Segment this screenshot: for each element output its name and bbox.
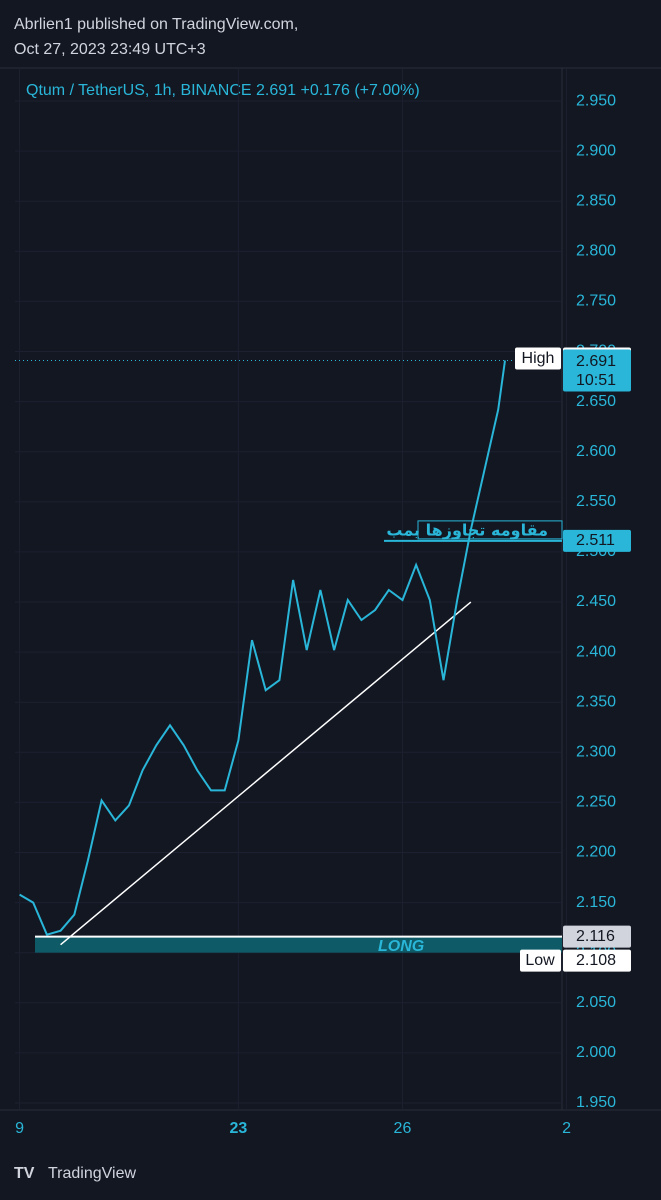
x-tick-label: 23 bbox=[229, 1120, 247, 1137]
high-tag bbox=[515, 347, 561, 370]
countdown: 10:51 bbox=[576, 372, 616, 389]
resistance-value: 2.511 bbox=[576, 532, 615, 549]
y-tick-label: 2.750 bbox=[576, 293, 616, 310]
y-tick-label: 2.950 bbox=[576, 92, 616, 109]
last-price-box bbox=[563, 349, 631, 392]
y-tick-label: 2.800 bbox=[576, 243, 616, 260]
low-tag bbox=[520, 949, 561, 972]
y-tick-label: 2.050 bbox=[576, 994, 616, 1011]
y-tick-label: 2.150 bbox=[576, 894, 616, 911]
y-tick-label: 2.900 bbox=[576, 142, 616, 159]
resistance-label: مقاومه تجاوزها يمب bbox=[386, 520, 548, 539]
y-tick-label: 2.600 bbox=[576, 443, 616, 460]
y-tick-label: 2.300 bbox=[576, 744, 616, 761]
resistance-value-box bbox=[563, 529, 631, 552]
y-tick-label: 2.850 bbox=[576, 192, 616, 209]
low-value: 2.108 bbox=[576, 952, 616, 969]
y-tick-label: 2.650 bbox=[576, 393, 616, 410]
y-tick-label: 2.350 bbox=[576, 693, 616, 710]
logo: TV bbox=[14, 1165, 35, 1182]
chart-title: Qtum / TetherUS, 1h, BINANCE 2.691 +0.17… bbox=[26, 82, 420, 99]
x-tick-label: 9 bbox=[15, 1120, 24, 1137]
y-tick-label: 2.550 bbox=[576, 493, 616, 510]
y-tick-label: 1.950 bbox=[576, 1094, 616, 1111]
price-line bbox=[19, 360, 506, 936]
y-tick-label: 2.400 bbox=[576, 643, 616, 660]
low-label: Low bbox=[525, 952, 555, 969]
x-tick-label: 26 bbox=[394, 1120, 412, 1137]
low-value-box bbox=[563, 949, 631, 972]
long-label: LONG bbox=[378, 938, 424, 955]
resistance-box bbox=[417, 520, 563, 540]
trendline bbox=[60, 601, 472, 946]
long-value: 2.116 bbox=[576, 928, 615, 945]
publish-date: Oct 27, 2023 23:49 UTC+3 bbox=[14, 41, 206, 58]
high-label: High bbox=[522, 350, 555, 367]
long-value-box bbox=[563, 925, 631, 948]
y-tick-label: 2.250 bbox=[576, 794, 616, 811]
y-tick-label: 2.450 bbox=[576, 593, 616, 610]
long-zone bbox=[35, 936, 562, 953]
last-price: 2.691 bbox=[576, 353, 616, 370]
x-tick-label: 2 bbox=[562, 1120, 571, 1137]
brand: TradingView bbox=[48, 1165, 136, 1182]
publisher: Abrlien1 published on TradingView.com, bbox=[14, 16, 298, 33]
y-tick-label: 2.000 bbox=[576, 1044, 616, 1061]
y-tick-label: 2.200 bbox=[576, 844, 616, 861]
